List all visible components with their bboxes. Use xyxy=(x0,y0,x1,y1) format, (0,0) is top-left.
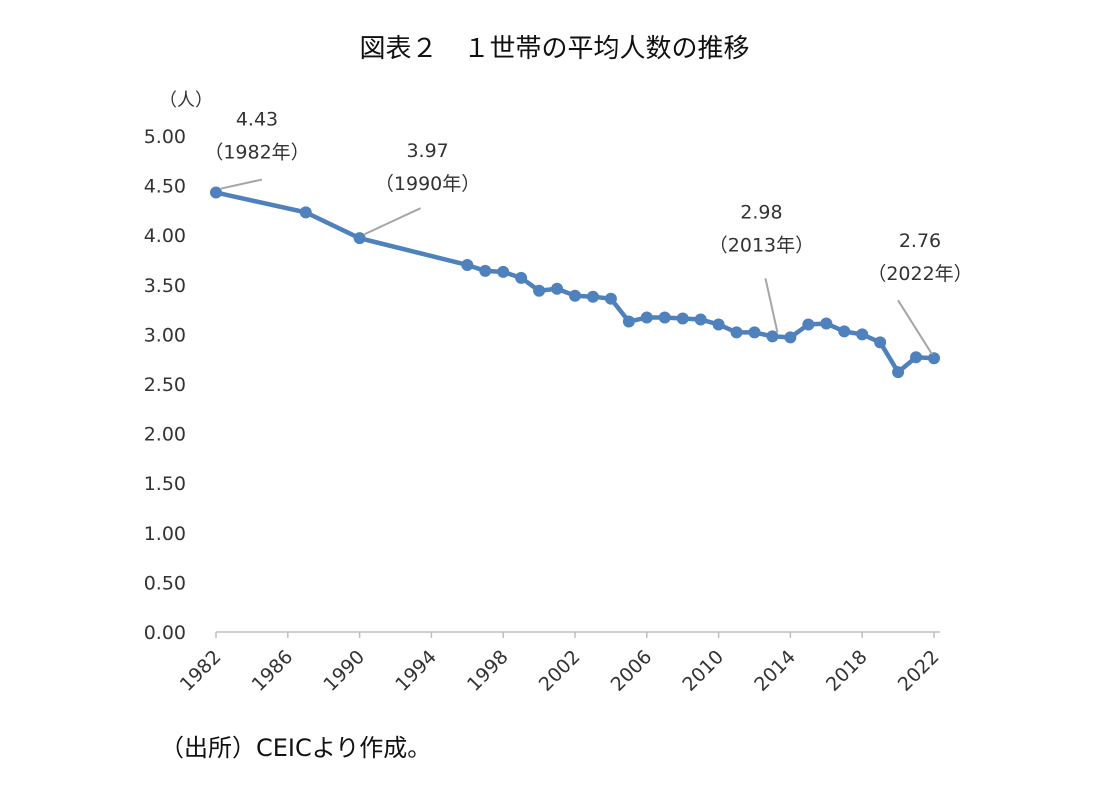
data-point xyxy=(766,330,779,343)
data-point xyxy=(928,352,940,365)
y-tick-label: 3.00 xyxy=(144,324,186,346)
y-unit-label: （人） xyxy=(159,90,213,111)
data-point xyxy=(874,336,887,349)
data-annotation: 2.98 （2013年） xyxy=(709,201,814,333)
annotation-value: 4.43 xyxy=(236,109,278,131)
data-point xyxy=(551,282,564,295)
y-tick-label: 3.50 xyxy=(144,275,186,297)
data-point xyxy=(694,313,707,326)
data-point xyxy=(353,232,366,245)
series-line xyxy=(215,190,935,375)
chart-title: 図表２ １世帯の平均人数の推移 xyxy=(359,34,750,64)
data-annotation: 3.97 （1990年） xyxy=(364,140,480,236)
annotation-value: 2.76 xyxy=(899,230,941,252)
data-point xyxy=(910,351,923,364)
y-tick-label: 2.50 xyxy=(144,374,186,396)
y-tick-label: 5.00 xyxy=(144,126,186,148)
x-tick-label: 2006 xyxy=(607,646,657,696)
x-tick-label: 2014 xyxy=(750,646,800,696)
data-annotation: 4.43 （1982年） xyxy=(204,109,310,190)
x-tick-label: 2010 xyxy=(678,646,728,696)
y-tick-label: 4.00 xyxy=(144,225,186,247)
data-point xyxy=(210,186,222,199)
data-annotation: 2.76 （2022年） xyxy=(867,230,973,355)
data-point xyxy=(533,284,546,297)
data-point xyxy=(730,326,743,339)
data-point xyxy=(299,206,312,219)
data-point xyxy=(712,318,725,331)
y-tick-label: 4.50 xyxy=(144,176,186,198)
y-tick-label: 0.00 xyxy=(144,622,186,644)
x-tick-label: 2002 xyxy=(535,646,585,696)
annotation-leader-line xyxy=(364,207,422,236)
series xyxy=(210,186,940,379)
annotations: 4.43 （1982年） 3.97 （1990年） 2.98 （2013年） 2.76 （20… xyxy=(204,109,973,355)
annotation-year: （2013年） xyxy=(709,234,814,256)
data-point xyxy=(640,311,653,324)
annotation-leader-line xyxy=(897,299,933,355)
data-point xyxy=(497,265,510,278)
x-tick-label: 1998 xyxy=(463,646,513,696)
y-tick-label: 1.00 xyxy=(144,523,186,545)
x-tick-label: 1990 xyxy=(319,646,369,696)
y-tick-label: 0.50 xyxy=(144,572,186,594)
x-tick-label: 2018 xyxy=(822,646,872,696)
source-note: （出所）CEICより作成。 xyxy=(160,734,432,762)
data-point xyxy=(515,271,528,284)
data-point xyxy=(479,264,492,277)
y-tick-label: 1.50 xyxy=(144,473,186,495)
data-point xyxy=(784,331,797,344)
x-tick-label: 1994 xyxy=(391,646,441,696)
annotation-value: 3.97 xyxy=(406,140,448,162)
annotation-year: （1990年） xyxy=(375,173,480,195)
annotation-year: （2022年） xyxy=(867,263,972,285)
data-point xyxy=(569,289,581,302)
data-point xyxy=(461,258,474,271)
annotation-leader-line xyxy=(220,178,263,190)
data-point xyxy=(748,326,761,339)
y-tick-label: 2.00 xyxy=(144,424,186,446)
x-axis: 1982 1986 1990 1994 1998 2002 2006 2010 2014 2018… xyxy=(176,631,944,696)
x-tick-label: 1982 xyxy=(176,646,226,696)
annotation-leader-line xyxy=(764,278,779,333)
annotation-year: （1982年） xyxy=(204,142,309,164)
data-point xyxy=(820,317,833,330)
data-point xyxy=(604,292,617,305)
x-tick-label: 1986 xyxy=(248,646,298,696)
data-point xyxy=(676,312,689,325)
data-point xyxy=(892,366,905,379)
data-point xyxy=(838,325,851,338)
y-axis-tick-labels: （人） 0.00 0.50 1.00 1.50 2.00 2.50 3.00 3.50 4.00 4… xyxy=(144,90,213,644)
data-point xyxy=(802,318,815,331)
data-point xyxy=(586,290,599,303)
data-point xyxy=(622,315,635,328)
data-point xyxy=(856,328,869,341)
data-point xyxy=(658,311,671,324)
x-tick-label: 2022 xyxy=(894,646,944,696)
annotation-value: 2.98 xyxy=(740,201,782,223)
